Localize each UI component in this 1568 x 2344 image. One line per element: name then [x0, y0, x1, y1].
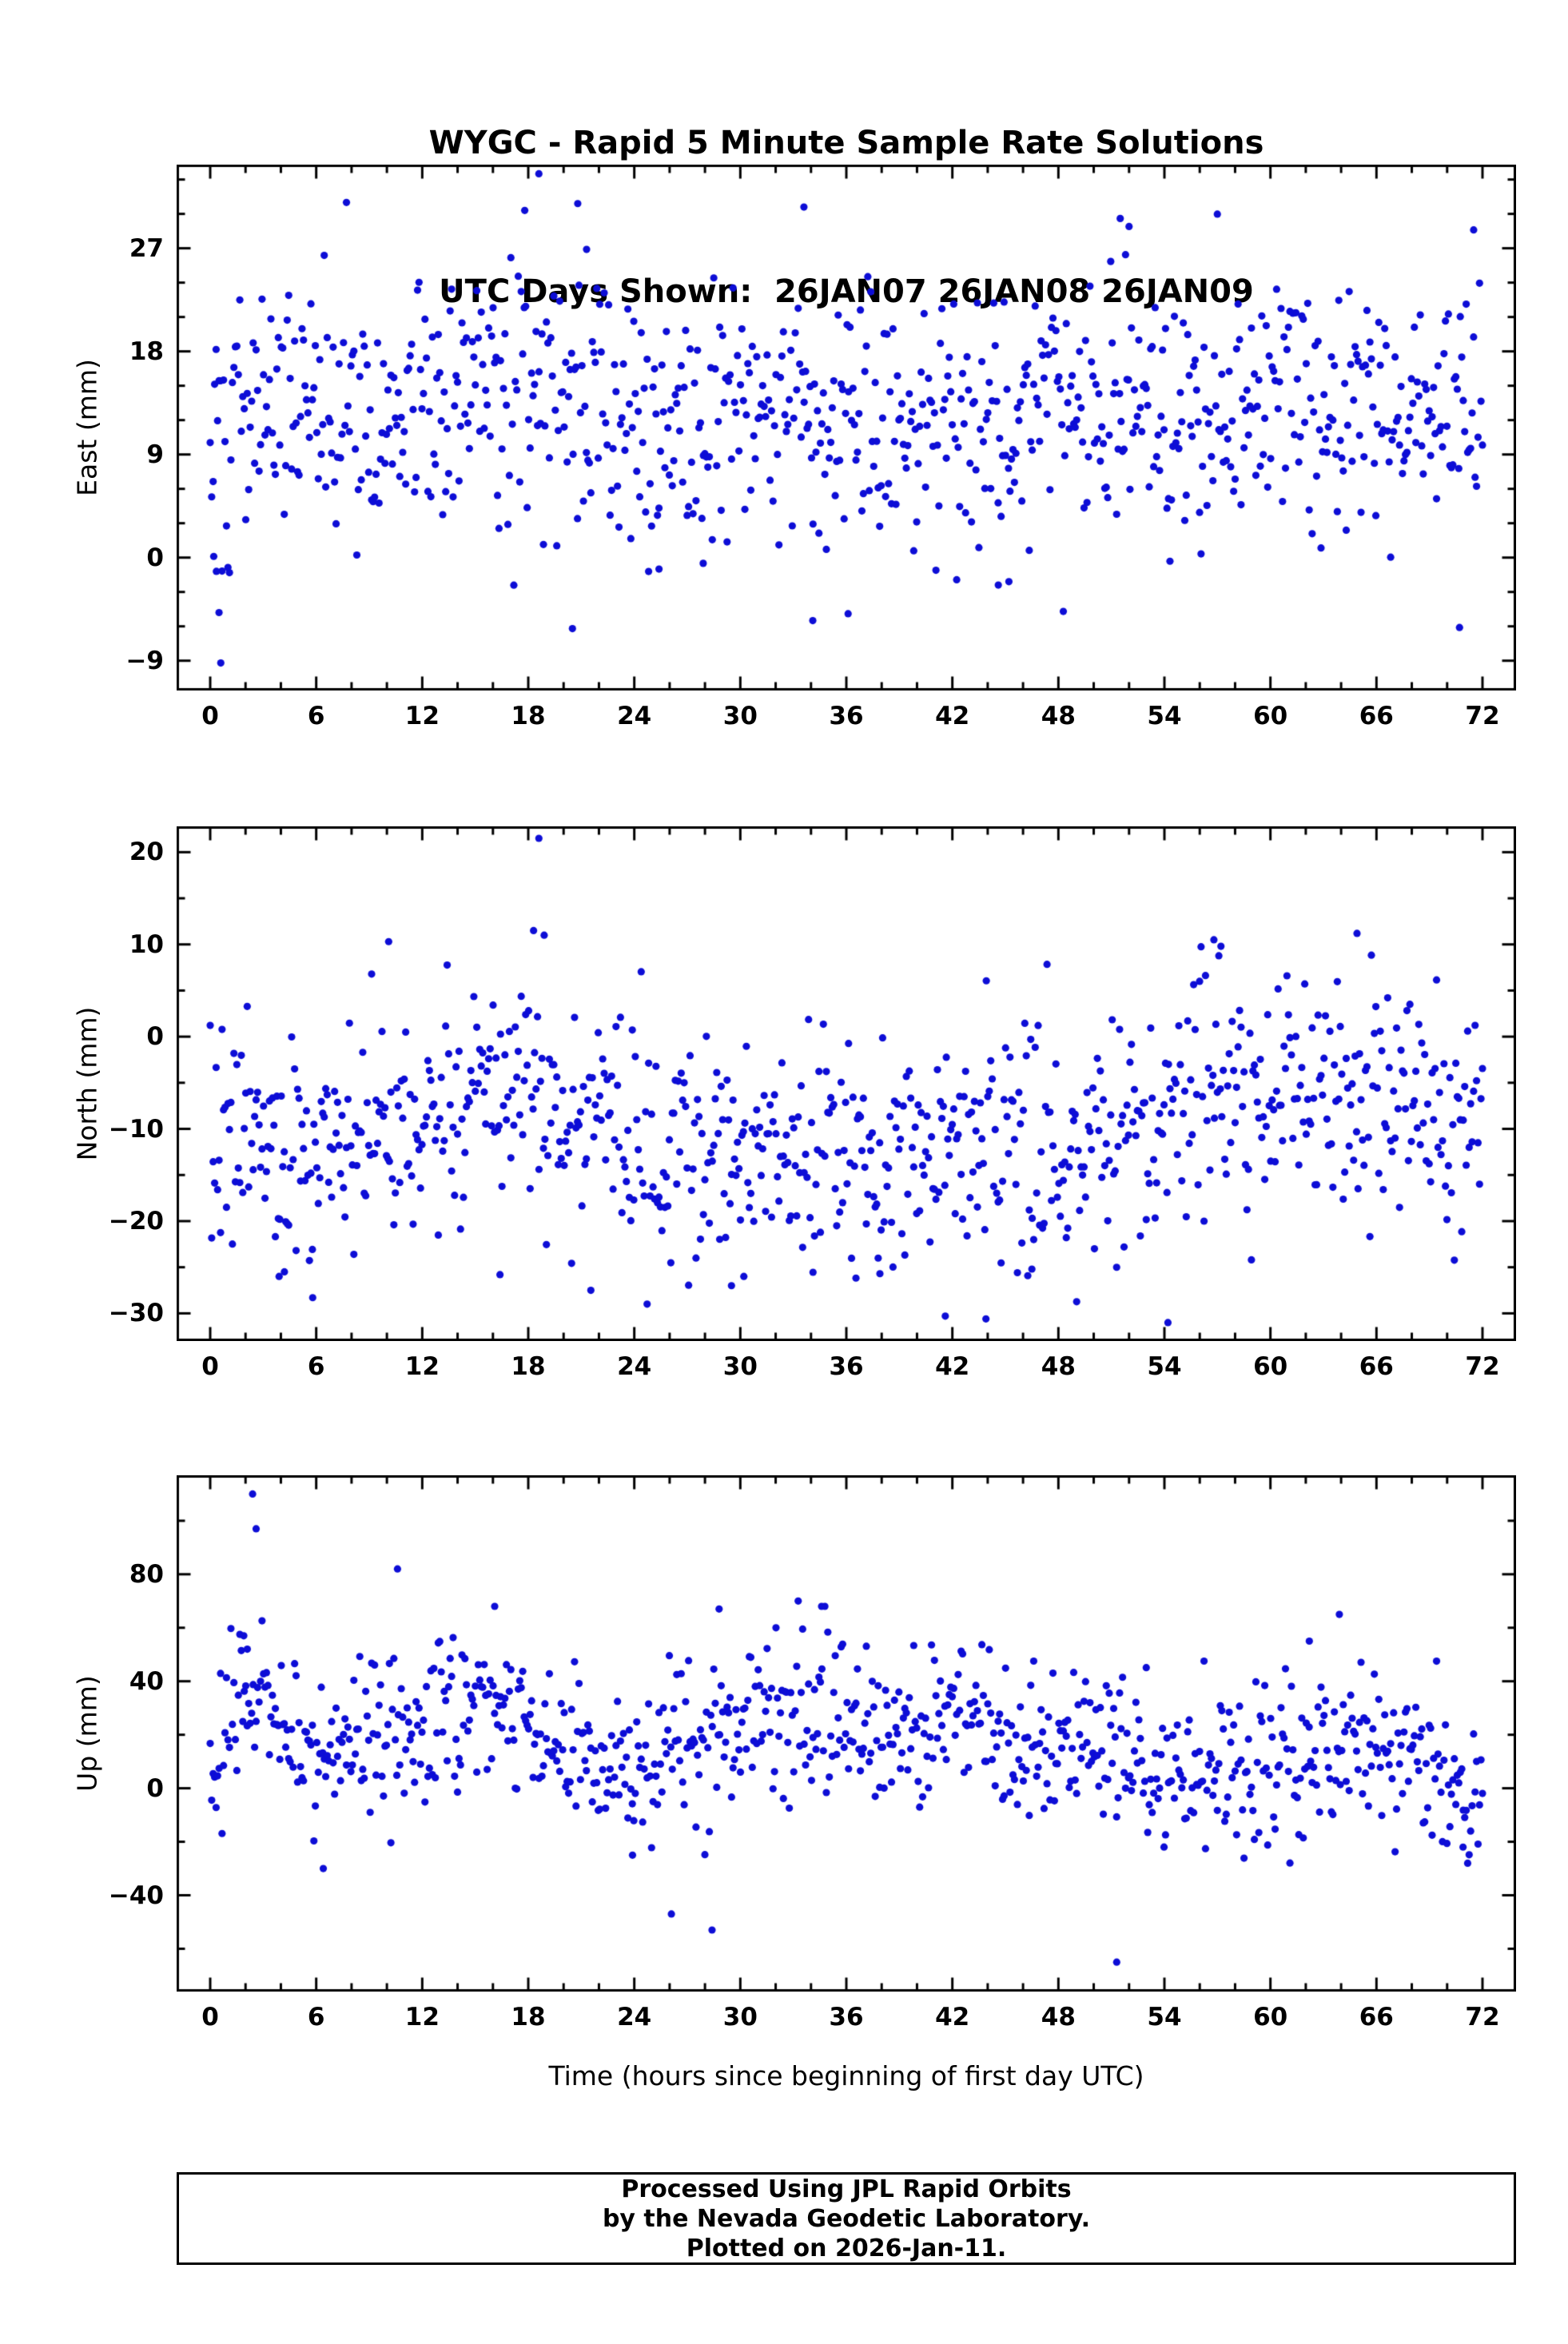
- processing-note-line2: by the Nevada Geodetic Laboratory.: [602, 2204, 1091, 2233]
- y-tick-label: 80: [129, 1559, 164, 1589]
- up-plot-area: [177, 1475, 1516, 1992]
- y-tick-label: 18: [129, 336, 164, 366]
- processing-note-line3: Plotted on 2026-Jan-11.: [686, 2234, 1007, 2262]
- up-axis-label: Up (mm): [71, 1675, 103, 1792]
- processing-note-box: Processed Using JPL Rapid Orbits by the …: [177, 2172, 1516, 2265]
- processing-note-line1: Processed Using JPL Rapid Orbits: [621, 2175, 1072, 2203]
- x-tick-label: 54: [1147, 702, 1182, 730]
- x-tick-label: 66: [1359, 1352, 1394, 1381]
- x-tick-label: 30: [722, 2003, 758, 2032]
- x-tick-label: 18: [511, 2003, 546, 2032]
- x-tick-label: 48: [1041, 2003, 1076, 2032]
- x-tick-label: 6: [307, 702, 325, 730]
- x-tick-label: 36: [829, 702, 864, 730]
- y-tick-label: 40: [129, 1666, 164, 1696]
- x-tick-label: 60: [1253, 2003, 1288, 2032]
- x-tick-label: 6: [307, 1352, 325, 1381]
- figure-title-line1: WYGC - Rapid 5 Minute Sample Rate Soluti…: [428, 125, 1264, 161]
- y-tick-label: 0: [146, 1022, 164, 1052]
- x-tick-label: 18: [511, 1352, 546, 1381]
- north-scatter-canvas: [177, 826, 1516, 1341]
- y-tick-label: 0: [146, 543, 164, 572]
- y-tick-label: −40: [108, 1880, 164, 1910]
- x-tick-label: 36: [829, 1352, 864, 1381]
- y-tick-label: −20: [108, 1206, 164, 1236]
- x-tick-label: 12: [404, 2003, 440, 2032]
- east-axis-label: East (mm): [71, 359, 103, 496]
- x-tick-label: 48: [1041, 702, 1076, 730]
- x-tick-label: 60: [1253, 1352, 1288, 1381]
- x-tick-label: 12: [404, 702, 440, 730]
- x-tick-label: 18: [511, 702, 546, 730]
- y-tick-label: 10: [129, 929, 164, 959]
- x-tick-label: 36: [829, 2003, 864, 2032]
- east-scatter-canvas: [177, 165, 1516, 690]
- y-tick-label: 20: [129, 838, 164, 867]
- y-tick-label: −9: [125, 646, 164, 675]
- x-tick-label: 48: [1041, 1352, 1076, 1381]
- time-axis-label: Time (hours since beginning of first day…: [548, 2060, 1144, 2091]
- x-tick-label: 54: [1147, 1352, 1182, 1381]
- x-tick-label: 42: [935, 1352, 970, 1381]
- x-tick-label: 42: [935, 2003, 970, 2032]
- x-tick-label: 12: [404, 1352, 440, 1381]
- x-tick-label: 54: [1147, 2003, 1182, 2032]
- y-tick-label: −10: [108, 1114, 164, 1144]
- east-plot-area: [177, 165, 1516, 690]
- x-tick-label: 0: [201, 2003, 219, 2032]
- x-tick-label: 72: [1465, 2003, 1500, 2032]
- up-panel: Up (mm) 0 6 12 18 24 30 36 42 48 54 60 66 72 −40 0 40 80: [72, 1475, 1516, 2032]
- x-tick-label: 24: [617, 702, 652, 730]
- north-panel: North (mm) 0 6 12 18 24 30 36 42 48 54 60 66 72 −30 −2…: [72, 826, 1516, 1381]
- x-tick-label: 72: [1465, 1352, 1500, 1381]
- x-tick-label: 66: [1359, 2003, 1394, 2032]
- x-tick-label: 42: [935, 702, 970, 730]
- up-scatter-canvas: [177, 1475, 1516, 1992]
- x-tick-label: 30: [722, 702, 758, 730]
- y-tick-label: 27: [129, 233, 164, 263]
- x-tick-label: 0: [201, 1352, 219, 1381]
- y-tick-label: 9: [146, 440, 164, 469]
- x-tick-label: 72: [1465, 702, 1500, 730]
- x-tick-label: 0: [201, 702, 219, 730]
- east-panel: East (mm) 0 6 12 18 24 30 36 42 48 54 60 66 72 −9 0 9 18…: [72, 165, 1516, 730]
- north-axis-label: North (mm): [71, 1006, 103, 1161]
- north-plot-area: [177, 826, 1516, 1341]
- x-tick-label: 6: [307, 2003, 325, 2032]
- y-tick-label: −30: [108, 1299, 164, 1328]
- y-tick-label: 0: [146, 1773, 164, 1803]
- x-tick-label: 66: [1359, 702, 1394, 730]
- x-tick-label: 60: [1253, 702, 1288, 730]
- x-tick-label: 24: [617, 1352, 652, 1381]
- x-tick-label: 30: [722, 1352, 758, 1381]
- x-tick-label: 24: [617, 2003, 652, 2032]
